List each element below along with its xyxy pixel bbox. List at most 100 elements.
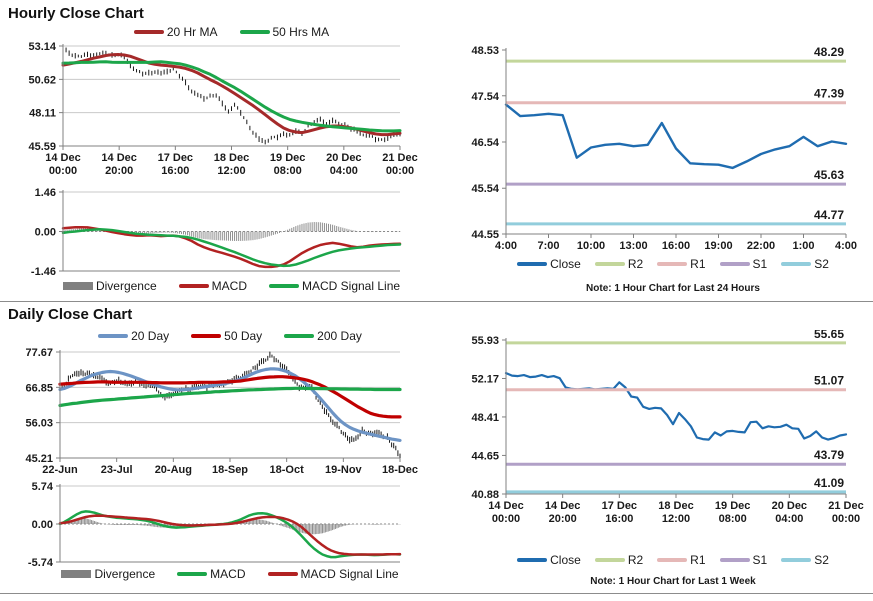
svg-text:14 Dec: 14 Dec bbox=[545, 500, 580, 512]
20-hr-ma-swatch-icon bbox=[133, 30, 164, 34]
hourly-section-title: Hourly Close Chart bbox=[8, 5, 144, 22]
svg-text:48.53: 48.53 bbox=[471, 45, 499, 57]
svg-text:0.00: 0.00 bbox=[35, 227, 56, 239]
50-day-swatch-icon bbox=[191, 334, 222, 338]
svg-text:44.65: 44.65 bbox=[471, 450, 499, 462]
legend-label: Divergence bbox=[95, 279, 157, 293]
svg-text:1.46: 1.46 bbox=[35, 187, 56, 199]
svg-text:12:00: 12:00 bbox=[662, 513, 690, 525]
daily-price-chart: 77.67 66.85 56.03 45.21 22-Jun 23-Jul 20-Aug 18… bbox=[0, 346, 436, 483]
sr-label-r1: 47.39 bbox=[814, 87, 844, 101]
daily-macd-legend: Divergence MACD MACD Signal Line bbox=[60, 567, 400, 581]
legend-item-s2: S2 bbox=[781, 257, 829, 271]
series-close bbox=[504, 371, 848, 441]
legend-label: MACD Signal Line bbox=[302, 279, 401, 293]
svg-text:-1.46: -1.46 bbox=[31, 266, 56, 276]
series-divergence bbox=[59, 517, 401, 535]
svg-text:13:00: 13:00 bbox=[619, 240, 647, 252]
r1-swatch-icon bbox=[657, 262, 688, 266]
sr-label-s2: 44.77 bbox=[814, 208, 844, 222]
legend-label: 20 Day bbox=[131, 329, 170, 343]
sr-label-s1: 43.79 bbox=[814, 448, 844, 462]
svg-text:18 Dec: 18 Dec bbox=[658, 500, 693, 512]
svg-text:66.85: 66.85 bbox=[25, 382, 53, 394]
svg-text:00:00: 00:00 bbox=[49, 165, 77, 177]
series-macd bbox=[58, 510, 402, 559]
legend-item-r2: R2 bbox=[594, 553, 643, 567]
hourly-price-legend: 20 Hr MA 50 Hrs MA bbox=[63, 25, 400, 39]
svg-text:16:00: 16:00 bbox=[605, 513, 633, 525]
sr-label-s2: 41.09 bbox=[814, 476, 844, 490]
sr-label-s1: 45.63 bbox=[814, 168, 844, 182]
svg-text:53.14: 53.14 bbox=[28, 41, 56, 53]
series-macd bbox=[61, 225, 402, 269]
svg-text:4:00: 4:00 bbox=[495, 240, 517, 252]
daily-sr-legend: Close R2 R1 S1 S2 bbox=[500, 553, 846, 567]
svg-text:20 Dec: 20 Dec bbox=[772, 500, 807, 512]
svg-text:20:00: 20:00 bbox=[549, 513, 577, 525]
hourly-macd-legend: Divergence MACD MACD Signal Line bbox=[62, 279, 400, 293]
section-divider bbox=[0, 301, 873, 302]
svg-text:18 Dec: 18 Dec bbox=[214, 152, 249, 164]
legend-label: Close bbox=[550, 257, 581, 271]
daily-sr-svg: 55.93 52.17 48.41 44.65 40.88 55.65 51.07 43.79… bbox=[471, 327, 863, 525]
legend-item-macd-signal-line: MACD Signal Line bbox=[267, 567, 399, 581]
divergence-swatch-icon bbox=[62, 282, 93, 290]
legend-label: R1 bbox=[690, 553, 706, 567]
hourly-support-resistance-chart: 48.53 47.54 46.54 45.54 44.55 48.29 47.39 45.63… bbox=[436, 28, 873, 265]
legend-item-s1: S1 bbox=[719, 257, 767, 271]
legend-item-macd: MACD bbox=[178, 279, 247, 293]
hourly-macd-svg: 1.46 0.00 -1.46 bbox=[31, 187, 402, 278]
macd-signal-line-swatch-icon bbox=[269, 284, 299, 288]
svg-text:17 Dec: 17 Dec bbox=[158, 152, 193, 164]
s1-swatch-icon bbox=[719, 558, 750, 562]
legend-item-divergence: Divergence bbox=[61, 567, 155, 581]
svg-text:1:00: 1:00 bbox=[792, 240, 814, 252]
r2-swatch-icon bbox=[594, 262, 625, 266]
svg-text:00:00: 00:00 bbox=[492, 513, 520, 525]
svg-text:00:00: 00:00 bbox=[832, 513, 860, 525]
hourly-sr-note: Note: 1 Hour Chart for Last 24 Hours bbox=[586, 283, 760, 294]
50-hrs-ma-swatch-icon bbox=[239, 30, 270, 34]
macd-swatch-icon bbox=[177, 572, 208, 576]
legend-item-50-day: 50 Day bbox=[191, 329, 262, 343]
legend-item-s2: S2 bbox=[781, 553, 829, 567]
legend-item-close: Close bbox=[517, 257, 581, 271]
svg-text:16:00: 16:00 bbox=[662, 240, 690, 252]
svg-text:18-Sep: 18-Sep bbox=[212, 464, 248, 476]
daily-macd-chart: 5.74 0.00 -5.74 bbox=[0, 480, 436, 571]
svg-text:17 Dec: 17 Dec bbox=[602, 500, 637, 512]
svg-text:18-Oct: 18-Oct bbox=[270, 464, 305, 476]
s2-swatch-icon bbox=[781, 558, 812, 562]
legend-item-r1: R1 bbox=[657, 553, 706, 567]
sr-label-r2: 55.65 bbox=[814, 330, 844, 341]
svg-text:19 Dec: 19 Dec bbox=[715, 500, 750, 512]
legend-label: MACD bbox=[211, 279, 247, 293]
svg-text:22:00: 22:00 bbox=[747, 240, 775, 252]
legend-label: 20 Hr MA bbox=[166, 25, 218, 39]
series-20-hr-ma bbox=[61, 53, 402, 137]
svg-text:48.11: 48.11 bbox=[29, 108, 56, 120]
legend-label: 200 Day bbox=[317, 329, 362, 343]
legend-label: 50 Day bbox=[224, 329, 263, 343]
svg-text:45.21: 45.21 bbox=[25, 453, 53, 465]
svg-text:40.88: 40.88 bbox=[471, 489, 499, 501]
legend-item-200-day: 200 Day bbox=[284, 329, 362, 343]
daily-price-legend: 20 Day 50 Day 200 Day bbox=[60, 329, 400, 343]
series-close bbox=[504, 103, 848, 170]
legend-item-macd-signal-line: MACD Signal Line bbox=[269, 279, 400, 293]
svg-text:12:00: 12:00 bbox=[217, 165, 245, 177]
svg-text:47.54: 47.54 bbox=[471, 91, 499, 103]
svg-text:21 Dec: 21 Dec bbox=[828, 500, 863, 512]
hourly-sr-legend: Close R2 R1 S1 S2 bbox=[500, 257, 846, 271]
200-day-swatch-icon bbox=[284, 334, 315, 338]
svg-text:20-Aug: 20-Aug bbox=[155, 464, 192, 476]
svg-text:08:00: 08:00 bbox=[274, 165, 302, 177]
legend-item-r1: R1 bbox=[657, 257, 706, 271]
svg-text:44.55: 44.55 bbox=[471, 229, 499, 241]
svg-text:14 Dec: 14 Dec bbox=[45, 152, 80, 164]
legend-item-divergence: Divergence bbox=[62, 279, 157, 293]
legend-label: S2 bbox=[814, 257, 829, 271]
svg-text:55.93: 55.93 bbox=[471, 335, 499, 347]
